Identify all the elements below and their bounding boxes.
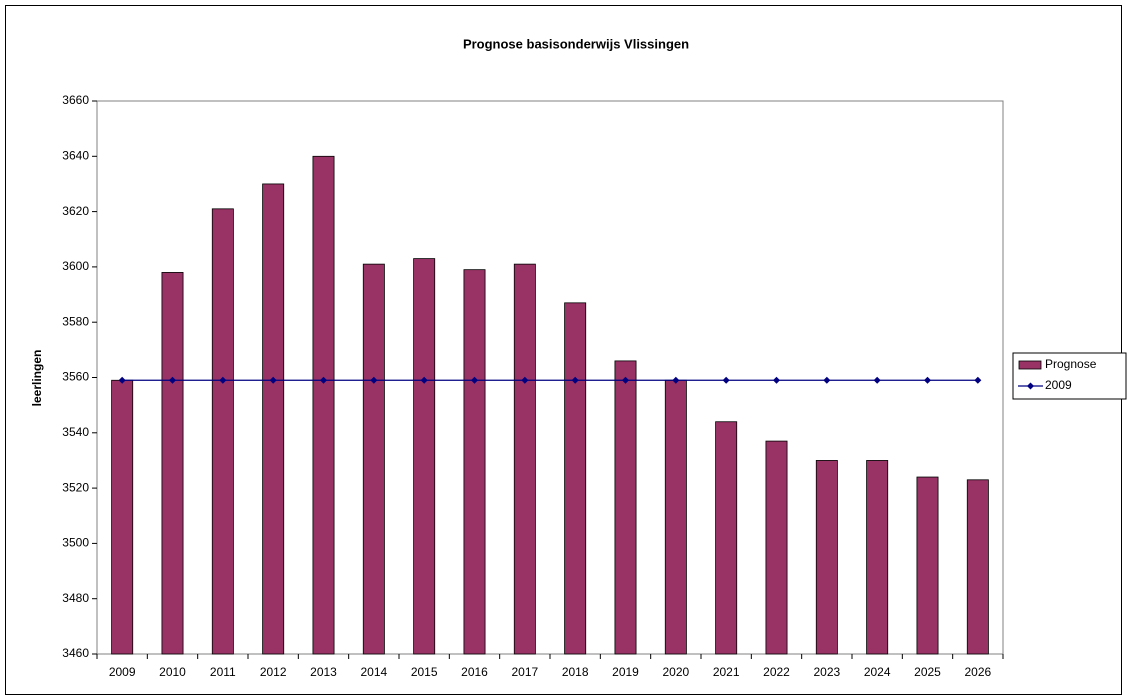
- marker: [672, 376, 680, 384]
- marker: [219, 376, 227, 384]
- plot-area: [96, 100, 1004, 655]
- y-tick-label: 3600: [62, 259, 89, 273]
- x-tick-label: 2010: [159, 665, 186, 679]
- marker: [521, 376, 529, 384]
- y-tick-label: 3500: [62, 536, 89, 550]
- marker: [420, 376, 428, 384]
- x-tick-label: 2011: [210, 665, 236, 679]
- legend-swatch: [1018, 360, 1042, 370]
- bar: [463, 269, 486, 655]
- bar: [211, 208, 234, 655]
- bar: [111, 379, 134, 655]
- y-tick-label: 3480: [62, 591, 89, 605]
- marker: [320, 376, 327, 384]
- marker: [269, 376, 277, 384]
- y-tick-label: 3460: [62, 646, 89, 660]
- bar: [966, 479, 989, 655]
- bar: [513, 263, 536, 655]
- marker: [370, 376, 378, 384]
- marker: [974, 376, 982, 384]
- bar: [664, 379, 687, 655]
- marker: [571, 376, 579, 384]
- marker: [924, 376, 931, 384]
- x-tick-label: 2016: [461, 665, 488, 679]
- marker: [622, 376, 629, 384]
- bar: [362, 263, 385, 655]
- bar: [815, 460, 838, 655]
- y-tick-label: 3620: [62, 204, 89, 218]
- legend-label: Prognose: [1045, 357, 1097, 371]
- y-tick-label: 3540: [62, 425, 89, 439]
- bar: [564, 302, 587, 655]
- marker: [823, 376, 831, 384]
- x-tick-label: 2019: [612, 665, 639, 679]
- y-tick-label: 3580: [62, 314, 89, 328]
- chart-title: Prognose basisonderwijs Vlissingen: [463, 36, 689, 51]
- y-tick-label: 3640: [62, 148, 89, 162]
- marker: [118, 376, 126, 384]
- y-tick-label: 3520: [62, 480, 89, 494]
- x-tick-label: 2017: [511, 665, 538, 679]
- legend-marker: [1027, 382, 1034, 390]
- x-tick-label: 2009: [109, 665, 136, 679]
- marker: [722, 376, 730, 384]
- x-tick-label: 2020: [662, 665, 689, 679]
- x-tick-label: 2023: [813, 665, 840, 679]
- x-tick-label: 2012: [260, 665, 287, 679]
- marker: [169, 376, 176, 384]
- bar: [916, 476, 939, 655]
- bar: [765, 440, 788, 655]
- bar: [262, 183, 285, 655]
- x-tick-label: 2022: [763, 665, 790, 679]
- x-tick-label: 2025: [914, 665, 941, 679]
- bar: [312, 155, 335, 655]
- x-tick-label: 2018: [562, 665, 589, 679]
- x-tick-label: 2015: [411, 665, 438, 679]
- bar: [866, 460, 889, 655]
- y-axis-label: leerlingen: [30, 350, 44, 407]
- legend-label: 2009: [1045, 378, 1072, 392]
- y-tick-label: 3660: [62, 93, 89, 107]
- bar: [161, 272, 184, 655]
- bar: [715, 421, 738, 655]
- marker: [873, 376, 881, 384]
- bar: [614, 360, 637, 655]
- marker: [471, 376, 478, 384]
- bar: [413, 258, 436, 655]
- marker: [773, 376, 780, 384]
- x-tick-label: 2026: [964, 665, 991, 679]
- x-tick-label: 2024: [864, 665, 891, 679]
- y-tick-label: 3560: [62, 370, 89, 384]
- x-tick-label: 2014: [360, 665, 387, 679]
- x-tick-label: 2021: [713, 665, 740, 679]
- x-tick-label: 2013: [310, 665, 337, 679]
